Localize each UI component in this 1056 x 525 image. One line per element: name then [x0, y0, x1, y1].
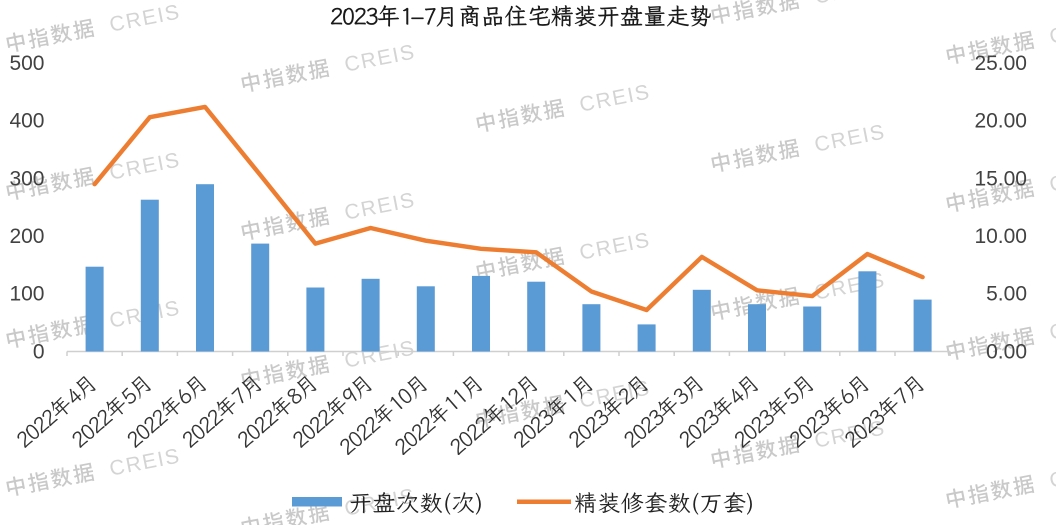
svg-text:100: 100: [9, 283, 44, 306]
svg-text:0: 0: [33, 340, 45, 363]
svg-text:5.00: 5.00: [986, 283, 1027, 306]
svg-text:15.00: 15.00: [974, 167, 1027, 190]
svg-text:500: 500: [9, 52, 44, 75]
svg-text:300: 300: [9, 167, 44, 190]
svg-text:25.00: 25.00: [974, 52, 1027, 75]
svg-text:200: 200: [9, 225, 44, 248]
svg-text:400: 400: [9, 110, 44, 133]
svg-text:0.00: 0.00: [986, 340, 1027, 363]
svg-text:20.00: 20.00: [974, 110, 1027, 133]
svg-text:10.00: 10.00: [974, 225, 1027, 248]
